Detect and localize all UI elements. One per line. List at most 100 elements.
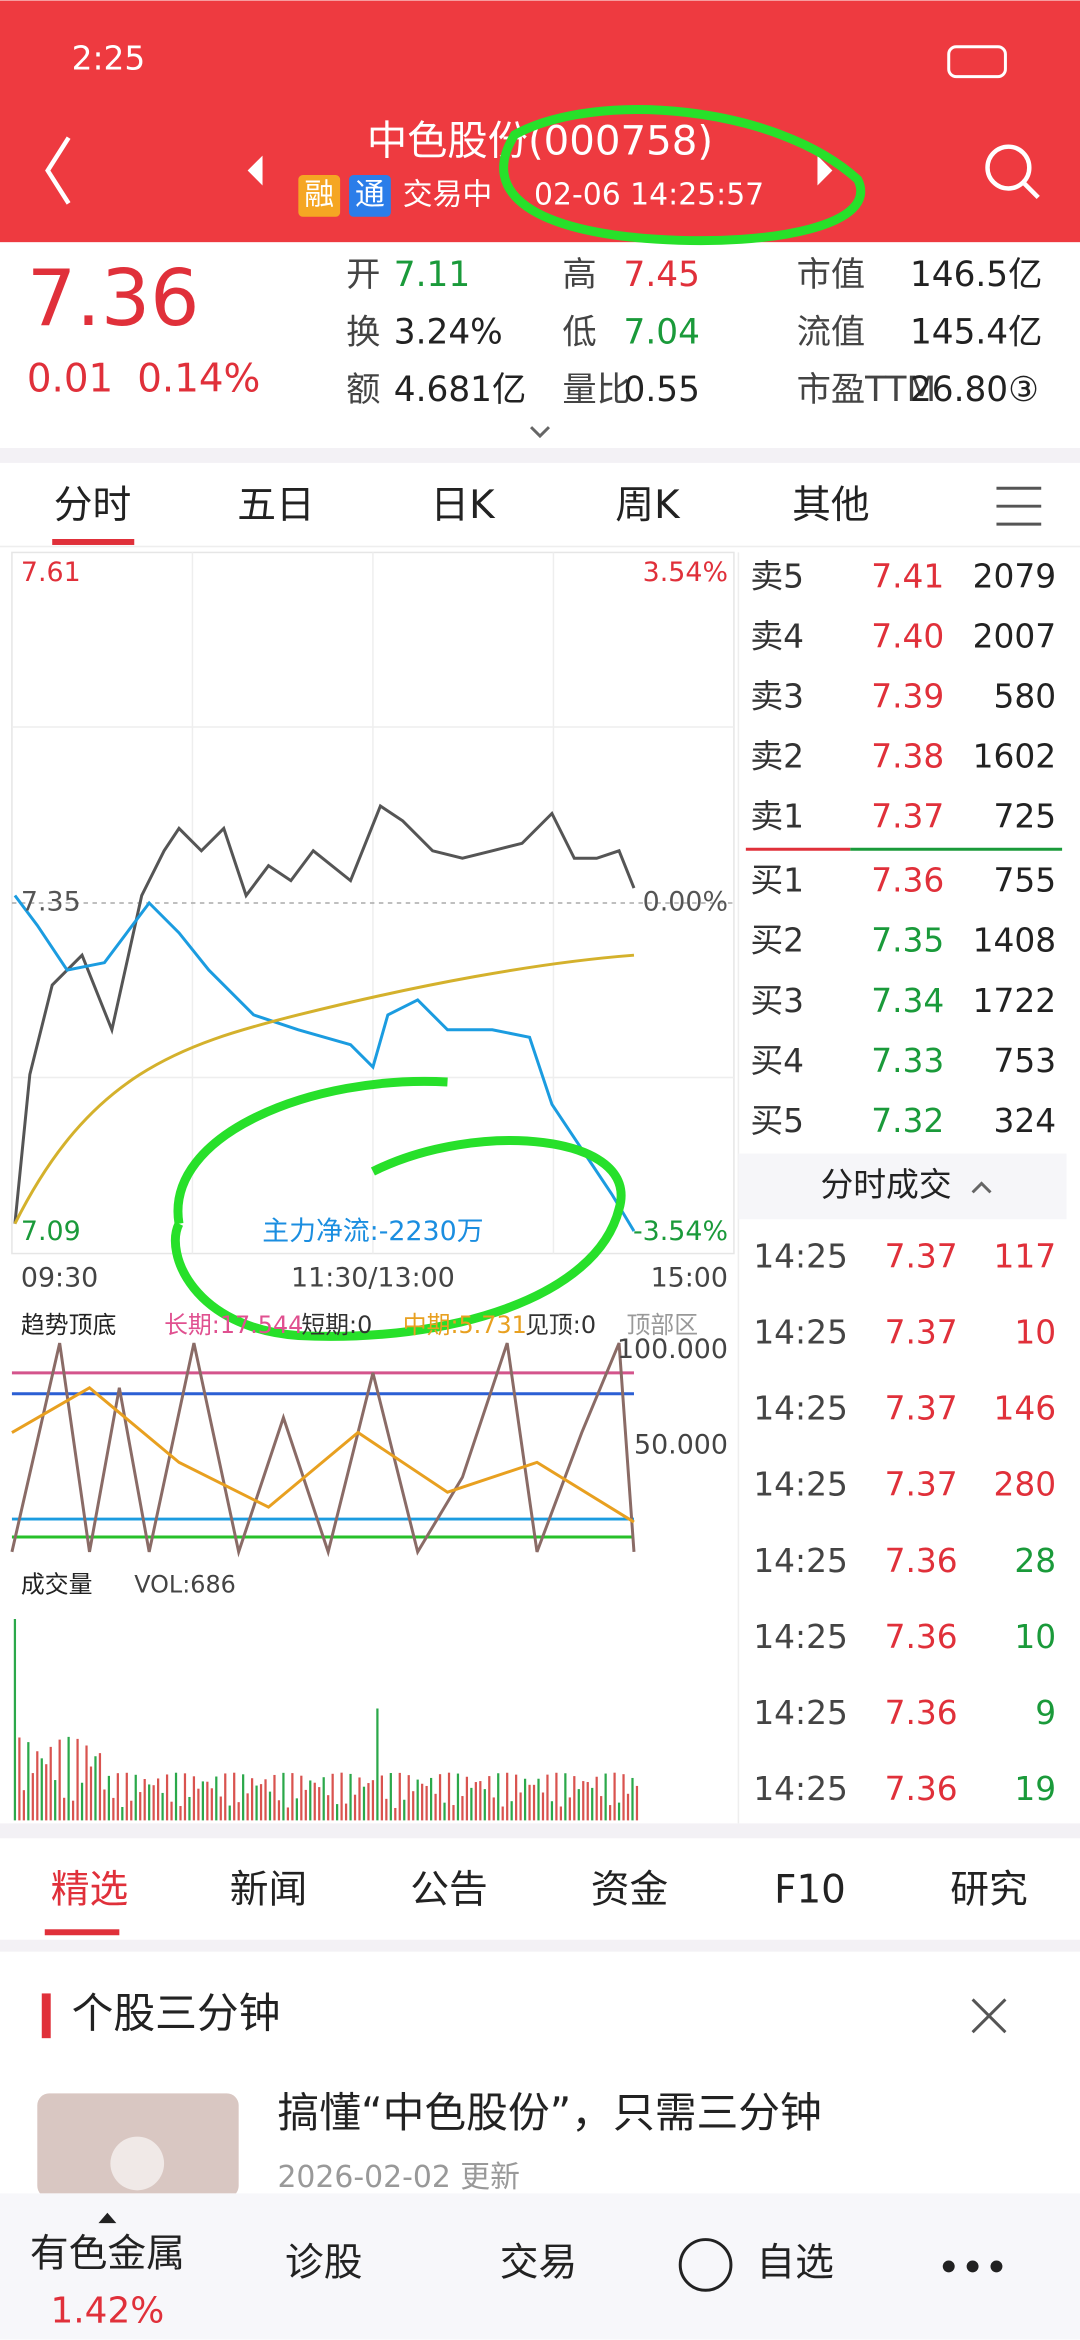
play-icon xyxy=(110,2136,165,2191)
tab-indicator xyxy=(52,539,135,545)
book-level: 卖5 xyxy=(750,557,804,595)
menu-icon[interactable] xyxy=(996,486,1042,526)
stat-value: 145.4亿 xyxy=(910,312,1042,352)
divider xyxy=(0,448,1080,463)
trade-price: 7.37 xyxy=(885,1238,958,1276)
book-volume: 1722 xyxy=(973,982,1056,1020)
trades-header-bg xyxy=(738,1153,1067,1220)
trade-time: 14:25 xyxy=(753,1238,848,1276)
tab[interactable]: 五日 xyxy=(237,483,315,528)
price: 7.36 xyxy=(27,254,200,344)
tag: 通 xyxy=(355,177,385,212)
content-tab[interactable]: 精选 xyxy=(51,1867,129,1912)
book-volume: 1408 xyxy=(973,922,1056,960)
intraday-chart: 7.61 3.54% 7.35 0.00% 7.09 -3.54% 09:30 11:30/1… xyxy=(10,551,735,1821)
next-stock[interactable] xyxy=(817,155,833,186)
nav-item[interactable]: 自选 xyxy=(756,2240,834,2285)
tab[interactable]: 分时 xyxy=(54,483,132,528)
trade-price: 7.37 xyxy=(885,1314,958,1352)
change: 0.01 xyxy=(27,356,113,401)
card-headline[interactable]: 搞懂“中色股份”，只需三分钟 xyxy=(277,2088,821,2137)
trade-price: 7.36 xyxy=(885,1694,958,1732)
book-price: 7.37 xyxy=(871,798,944,836)
trade-time: 14:25 xyxy=(753,1314,848,1352)
stat-label: 量比 xyxy=(562,370,631,410)
back-button[interactable] xyxy=(45,136,71,205)
nav-arrow xyxy=(98,2212,117,2224)
trade-price: 7.37 xyxy=(885,1390,958,1428)
chart-label: 7.35 xyxy=(21,886,81,917)
book-price: 7.32 xyxy=(871,1102,944,1140)
close-card[interactable] xyxy=(971,1998,1007,2034)
annotation-circle xyxy=(499,105,866,246)
book-volume: 580 xyxy=(994,678,1057,716)
watch-icon xyxy=(678,2238,733,2292)
chart-label: 趋势顶底 xyxy=(21,1311,116,1339)
trade-time: 14:25 xyxy=(753,1466,848,1504)
change-pct: 0.14% xyxy=(137,356,260,401)
chart-label: 7.61 xyxy=(21,557,81,588)
trade-volume: 280 xyxy=(994,1466,1057,1504)
book-level: 买2 xyxy=(750,922,804,960)
chart-label: 长期:17.544 xyxy=(164,1311,303,1339)
chart-label: 成交量 xyxy=(21,1571,93,1599)
prev-stock[interactable] xyxy=(247,155,263,186)
book-price: 7.35 xyxy=(871,922,944,960)
tab-indicator xyxy=(44,1929,120,1936)
trade-time: 14:25 xyxy=(753,1770,848,1808)
chart-label: 7.09 xyxy=(21,1216,81,1247)
book-level: 买4 xyxy=(750,1042,804,1080)
more-button[interactable] xyxy=(942,2260,1003,2273)
book-level: 卖1 xyxy=(750,798,804,836)
collapse[interactable] xyxy=(971,1181,992,1194)
stat-label: 流值 xyxy=(797,312,866,352)
trade-status: 交易中 xyxy=(403,177,492,212)
book-price: 7.33 xyxy=(871,1042,944,1080)
content-tab[interactable]: 公告 xyxy=(410,1867,488,1912)
tab[interactable]: 日K xyxy=(430,483,496,528)
divider xyxy=(0,1823,1080,1839)
tab[interactable]: 周K xyxy=(615,483,681,528)
status-time: 2:25 xyxy=(72,40,146,78)
tag-bg xyxy=(298,175,341,217)
trade-volume: 28 xyxy=(1014,1542,1056,1580)
chart-label: 短期:0 xyxy=(301,1311,372,1339)
book-level: 买3 xyxy=(750,982,804,1020)
trade-price: 7.36 xyxy=(885,1770,958,1808)
nav-item[interactable]: 诊股 xyxy=(285,2240,363,2285)
book-price: 7.41 xyxy=(871,557,944,595)
nav-sector[interactable]: 有色金属 xyxy=(30,2231,185,2276)
book-volume: 2079 xyxy=(973,557,1056,595)
stat-value: 7.45 xyxy=(624,255,700,295)
content-tab[interactable]: 研究 xyxy=(950,1867,1028,1912)
chart-label: 11:30/13:00 xyxy=(291,1262,455,1293)
trade-price: 7.36 xyxy=(885,1618,958,1656)
stat-value: 26.80③ xyxy=(910,370,1039,410)
content-tab[interactable]: 资金 xyxy=(591,1867,669,1912)
stat-value: 7.04 xyxy=(624,312,700,352)
expand[interactable] xyxy=(529,426,551,439)
tab[interactable]: 其他 xyxy=(792,483,870,528)
trade-volume: 146 xyxy=(994,1390,1057,1428)
nav-item[interactable]: 交易 xyxy=(500,2240,578,2285)
stat-label: 高 xyxy=(562,255,596,295)
chart-label: 顶部区 xyxy=(627,1311,699,1339)
content-tab[interactable]: 新闻 xyxy=(230,1867,308,1912)
book-price: 7.34 xyxy=(871,982,944,1020)
card-title: 个股三分钟 xyxy=(72,1988,281,2037)
volume-panel xyxy=(13,1619,639,1821)
chart-label: 0.00% xyxy=(643,886,728,917)
stat-label: 额 xyxy=(346,370,380,410)
card-marker xyxy=(41,1993,51,2039)
divider xyxy=(0,1939,1080,1952)
book-level: 卖4 xyxy=(750,617,804,655)
search-button[interactable] xyxy=(985,144,1032,191)
chart-label: VOL:686 xyxy=(134,1571,236,1599)
chart-label: 15:00 xyxy=(651,1262,728,1293)
book-volume: 1602 xyxy=(973,738,1056,776)
content-tab[interactable]: F10 xyxy=(774,1867,846,1912)
trades-title[interactable]: 分时成交 xyxy=(820,1166,951,1204)
search-handle xyxy=(1021,180,1040,199)
book-level: 买5 xyxy=(750,1102,804,1140)
chart-label: 3.54% xyxy=(643,557,728,588)
